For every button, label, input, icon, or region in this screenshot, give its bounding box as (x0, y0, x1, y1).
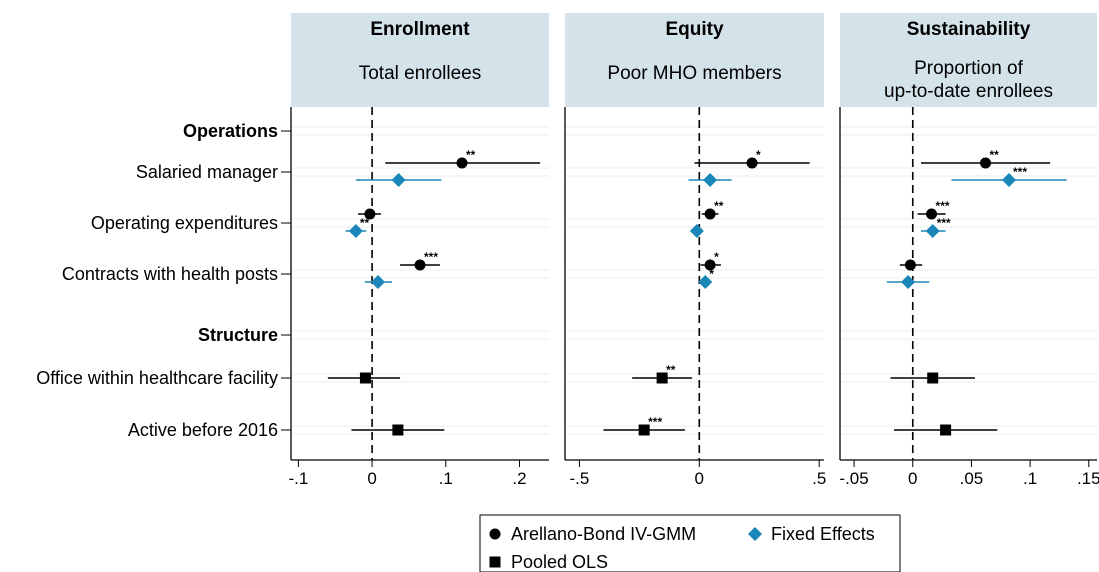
significance-stars: ** (714, 199, 724, 213)
x-tick-label: -.1 (288, 469, 308, 488)
row-label: Active before 2016 (128, 420, 278, 440)
point-fe (703, 173, 718, 187)
panel-subtitle: Total enrollees (359, 63, 482, 84)
significance-stars: ** (466, 148, 476, 162)
point-abg (926, 208, 938, 220)
x-tick-label: 0 (695, 469, 704, 488)
significance-stars: ** (360, 216, 370, 230)
point-ols (359, 372, 371, 384)
significance-stars: * (709, 267, 714, 281)
significance-stars: ** (990, 148, 1000, 162)
point-abg (746, 157, 758, 169)
x-tick-label: 0 (367, 469, 376, 488)
x-tick-label: -.05 (839, 469, 868, 488)
point-abg (980, 157, 992, 169)
point-fe (901, 275, 916, 289)
row-label: Office within healthcare facility (36, 368, 278, 388)
point-abg (704, 208, 716, 220)
x-tick-label: .1 (439, 469, 453, 488)
significance-stars: ** (666, 363, 676, 377)
significance-stars: * (756, 148, 761, 162)
panel-title: Sustainability (907, 19, 1031, 40)
significance-stars: *** (937, 216, 951, 230)
legend: Arellano-Bond IV-GMM Fixed Effects Pooled … (479, 514, 901, 572)
significance-stars: *** (936, 199, 950, 213)
point-ols (940, 424, 952, 436)
row-label: Operating expenditures (91, 213, 278, 233)
panel-header (840, 13, 1097, 107)
panel-subtitle: up-to-date enrollees (884, 81, 1053, 102)
point-fe (1001, 173, 1016, 187)
plot-area (840, 107, 1097, 460)
x-tick-label: .5 (812, 469, 826, 488)
plot-area (565, 107, 824, 460)
point-fe (698, 275, 713, 289)
legend-label: Arellano-Bond IV-GMM (511, 524, 696, 544)
row-label: Salaried manager (136, 162, 278, 182)
panel-title: Equity (665, 19, 723, 40)
point-abg (414, 259, 426, 271)
x-tick-label: -.5 (569, 469, 589, 488)
row-group-label: Structure (198, 325, 278, 345)
significance-stars: *** (648, 415, 662, 429)
point-abg (904, 259, 916, 271)
x-tick-label: 0 (908, 469, 917, 488)
legend-label: Fixed Effects (771, 524, 875, 544)
row-label: Contracts with health posts (62, 264, 278, 284)
point-fe (925, 224, 940, 238)
point-abg (456, 157, 468, 169)
row-labels: Operations Salaried manager Operating expe… (36, 121, 291, 440)
row-group-label: Operations (183, 121, 278, 141)
panel-subtitle: Proportion of (914, 58, 1024, 79)
point-fe (689, 224, 704, 238)
panel-subtitle: Poor MHO members (607, 63, 781, 84)
significance-stars: * (714, 250, 719, 264)
point-fe (370, 275, 385, 289)
significance-stars: *** (1013, 165, 1027, 179)
point-fe (348, 224, 363, 238)
point-abg (364, 208, 376, 220)
x-tick-label: .2 (512, 469, 526, 488)
legend-box (479, 514, 901, 572)
legend-marker-fe (748, 527, 762, 541)
panel-header (565, 13, 824, 107)
point-fe (391, 173, 406, 187)
legend-marker-abg (489, 528, 501, 540)
x-tick-label: .05 (960, 469, 984, 488)
point-ols (656, 372, 668, 384)
point-ols (638, 424, 650, 436)
panel-header (291, 13, 549, 107)
point-ols (392, 424, 404, 436)
x-tick-label: .1 (1023, 469, 1037, 488)
plot-area (291, 107, 549, 460)
panel-title: Enrollment (370, 19, 470, 40)
x-tick-label: .15 (1077, 469, 1099, 488)
significance-stars: *** (424, 250, 438, 264)
point-ols (927, 372, 939, 384)
legend-label: Pooled OLS (511, 552, 608, 572)
legend-marker-ols (489, 556, 501, 568)
point-abg (704, 259, 716, 271)
